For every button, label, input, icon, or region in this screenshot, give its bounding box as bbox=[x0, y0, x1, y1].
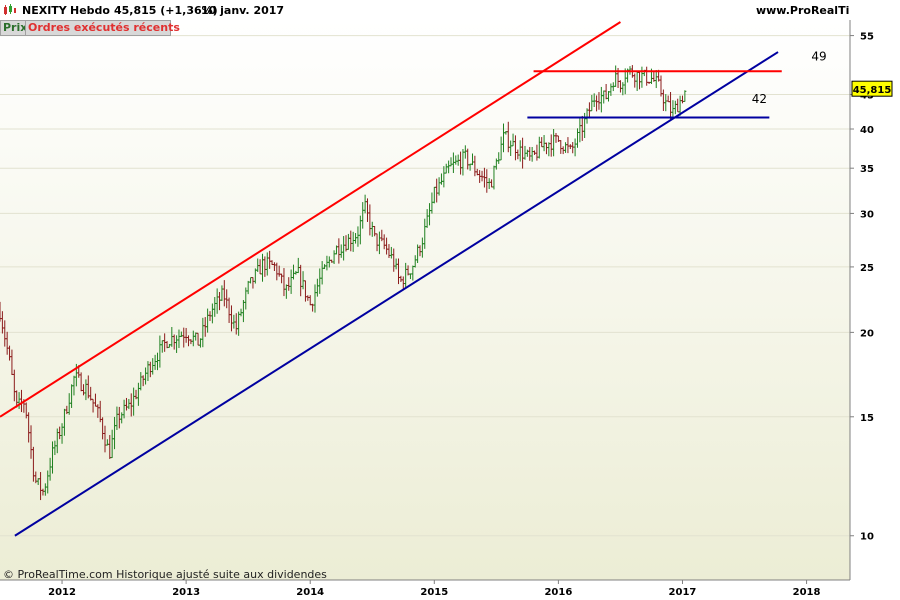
support-channel-line bbox=[14, 51, 779, 537]
x-axis-panel bbox=[0, 580, 900, 600]
timeframe-label[interactable]: Hebdo bbox=[70, 4, 110, 17]
x-tick-label: 2017 bbox=[669, 587, 697, 598]
x-tick-label: 2018 bbox=[793, 587, 821, 598]
x-tick-label: 2013 bbox=[172, 587, 200, 598]
candlestick-icon bbox=[3, 4, 17, 16]
y-tick-label: 25 bbox=[860, 263, 874, 274]
level-annotation: 42 bbox=[752, 92, 767, 106]
x-tick-label: 2016 bbox=[544, 587, 572, 598]
y-tick-label: 15 bbox=[860, 413, 874, 424]
date-label: 10 janv. 2017 bbox=[201, 4, 285, 17]
y-tick-label: 10 bbox=[860, 532, 874, 543]
y-tick-label: 35 bbox=[860, 164, 874, 175]
y-tick-label: 40 bbox=[860, 125, 874, 136]
resistance-channel-line bbox=[0, 21, 621, 418]
x-tick-label: 2015 bbox=[420, 587, 448, 598]
last-price-marker bbox=[851, 80, 893, 97]
y-axis-panel bbox=[850, 0, 900, 600]
x-tick-label: 2012 bbox=[48, 587, 76, 598]
y-tick-label: 30 bbox=[860, 209, 874, 220]
last-price-label: 45,815 bbox=[853, 85, 892, 96]
y-tick-label: 55 bbox=[860, 32, 874, 43]
x-tick-label: 2014 bbox=[296, 587, 324, 598]
ohlc-bar bbox=[683, 90, 687, 102]
level-annotation: 49 bbox=[811, 50, 826, 64]
tab-orders[interactable]: Ordres exécutés récents bbox=[25, 20, 180, 36]
plot-area bbox=[0, 20, 850, 580]
footer-note: © ProRealTime.com Historique ajusté suit… bbox=[3, 568, 327, 581]
price-change-label: 45,815 (+1,36%) bbox=[114, 4, 218, 17]
symbol-label: NEXITY bbox=[22, 4, 67, 17]
y-tick-label: 20 bbox=[860, 328, 874, 339]
